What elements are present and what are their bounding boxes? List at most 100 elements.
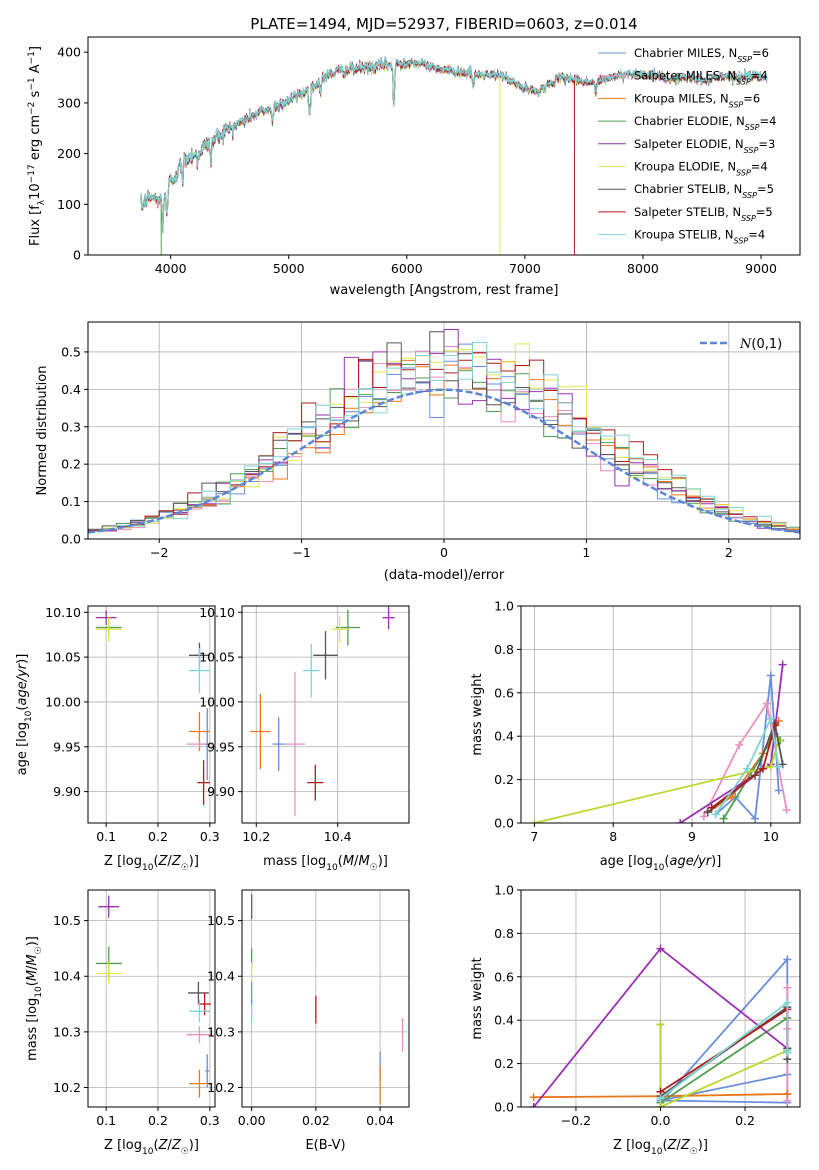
legend-entry: Kroupa MILES, NSSP=6 <box>634 91 760 109</box>
axes-frame <box>241 605 410 824</box>
legend-entry: Salpeter MILES, NSSP=4 <box>634 69 768 87</box>
legend-entry: Chabrier ELODIE, NSSP=4 <box>634 114 776 132</box>
ytick-label: 9.95 <box>207 739 235 754</box>
ytick-label: 0.1 <box>61 494 81 509</box>
axes-mass-vs-EBV: 0.00 0.02 0.04 10.2 10.3 10.4 10.5 E(B-V) <box>207 889 410 1153</box>
ytick-label: 100 <box>57 197 81 212</box>
weight-marker <box>743 764 752 773</box>
x-axis-label: Z [log10(Z/Z☉)] <box>104 854 199 873</box>
axes-age-vs-Z: 0.1 0.2 0.3 9.90 9.95 10.00 10.05 10.10 Z [log10… <box>15 605 220 873</box>
x-axis-label: (data-model)/error <box>384 568 505 583</box>
legend-entry: Kroupa ELODIE, NSSP=4 <box>634 160 768 178</box>
legend-entry: Chabrier STELIB, NSSP=5 <box>634 182 774 200</box>
ytick-label: 0.5 <box>61 344 81 359</box>
y-axis-label: Flux [fλ10−17 erg cm−2 s−1 A−1] <box>27 46 47 246</box>
ytick-label: 0.6 <box>494 685 514 700</box>
xtick-label: 0.2 <box>148 1113 168 1128</box>
ytick-label: 400 <box>57 45 81 60</box>
legend-entry: Salpeter STELIB, NSSP=5 <box>634 205 773 223</box>
ytick-label: 0.2 <box>494 1056 514 1071</box>
ytick-label: 0.0 <box>61 532 81 547</box>
y-axis-label: mass [log10(M/M☉)] <box>25 936 44 1061</box>
xtick-label: 7 <box>530 829 538 844</box>
weight-marker <box>529 1103 538 1107</box>
weight-line <box>659 1024 788 1107</box>
axes-frame <box>87 889 216 1108</box>
ytick-label: 0.0 <box>494 1100 514 1115</box>
weight-line <box>714 715 780 815</box>
ytick-label: 9.90 <box>53 784 81 799</box>
ytick-label: 10.2 <box>207 1080 235 1095</box>
weight-marker <box>783 1046 792 1055</box>
histogram-step <box>88 341 800 532</box>
x-axis-label: mass [log10(M/M☉)] <box>263 854 388 873</box>
ytick-label: 10.10 <box>199 605 235 620</box>
axes-frame <box>241 889 410 1108</box>
weight-marker <box>774 786 783 795</box>
spectrum-line <box>140 57 768 255</box>
spectrum-line <box>140 56 768 234</box>
ytick-label: 0.2 <box>61 457 81 472</box>
axes-frame <box>520 605 801 824</box>
spectrum-line <box>140 57 768 255</box>
ytick-label: 10.5 <box>207 913 235 928</box>
ytick-label: 300 <box>57 95 81 110</box>
ytick-label: 1.0 <box>494 599 514 614</box>
weight-marker <box>782 805 791 814</box>
ytick-label: 0.4 <box>61 382 81 397</box>
xtick-label: 0.02 <box>302 1113 330 1128</box>
ytick-label: 10.5 <box>53 913 81 928</box>
plot-area-mass-weight-vs-Z <box>529 944 792 1107</box>
xtick-label: 10 <box>763 829 779 844</box>
xtick-label: 8000 <box>627 261 659 276</box>
plot-area-mass-vs-Z <box>95 895 213 1098</box>
y-axis-label: mass weight <box>470 957 485 1039</box>
legend-entry: Kroupa STELIB, NSSP=4 <box>634 228 765 246</box>
xtick-label: 0.2 <box>148 829 168 844</box>
weight-marker <box>676 819 685 823</box>
ytick-label: 10.00 <box>45 694 81 709</box>
ytick-label: 10.2 <box>53 1080 81 1095</box>
x-axis-label: wavelength [Angstrom, rest frame] <box>330 283 559 298</box>
axes-mass-vs-Z: 0.1 0.2 0.3 10.2 10.3 10.4 10.5 Z [log10(Z/Z☉)]… <box>25 889 220 1157</box>
ytick-label: 0.4 <box>494 729 514 744</box>
ytick-label: 0.4 <box>494 1013 514 1028</box>
ytick-label: 10.3 <box>207 1024 235 1039</box>
xtick-label: 8 <box>609 829 617 844</box>
axes-frame <box>87 605 216 824</box>
y-axis-label: age [log10(age/yr)] <box>15 654 34 776</box>
ytick-label: 200 <box>57 146 81 161</box>
xtick-label: −0.2 <box>561 1113 591 1128</box>
weight-marker <box>529 1093 538 1102</box>
axes-mass-weight-vs-Z: −0.2 0.0 0.2 0.0 0.2 0.4 0.6 0.8 1.0 Z [log10(Z/Z… <box>470 883 801 1157</box>
weight-marker <box>735 740 744 749</box>
weight-marker <box>758 764 767 773</box>
weight-marker <box>656 1094 665 1103</box>
weight-marker <box>762 699 771 708</box>
plot-area-residuals <box>88 329 800 534</box>
plot-area-mass-vs-EBV <box>250 894 404 1105</box>
ytick-label: 0.0 <box>494 816 514 831</box>
ytick-label: 10.00 <box>199 694 235 709</box>
xtick-label: 1 <box>582 545 590 560</box>
y-axis-label: mass weight <box>470 673 485 755</box>
histogram-step <box>88 343 800 531</box>
weight-marker <box>783 1089 792 1098</box>
weight-marker <box>766 714 775 723</box>
ytick-label: 1.0 <box>494 883 514 898</box>
ytick-label: 10.4 <box>53 969 81 984</box>
weight-marker <box>711 810 720 819</box>
x-axis-label: age [log10(age/yr)] <box>600 854 722 873</box>
plot-area-age-vs-mass <box>250 606 395 816</box>
weight-marker <box>774 762 783 771</box>
legend-entry: N(0,1) <box>739 337 782 352</box>
xtick-label: −1 <box>292 545 310 560</box>
weight-marker <box>783 983 792 992</box>
ytick-label: 0.8 <box>494 926 514 941</box>
axes-frame <box>87 36 801 256</box>
figure-title: PLATE=1494, MJD=52937, FIBERID=0603, z=0… <box>250 15 637 33</box>
weight-marker <box>656 944 665 953</box>
weight-marker <box>783 955 792 964</box>
weight-marker <box>530 819 539 823</box>
